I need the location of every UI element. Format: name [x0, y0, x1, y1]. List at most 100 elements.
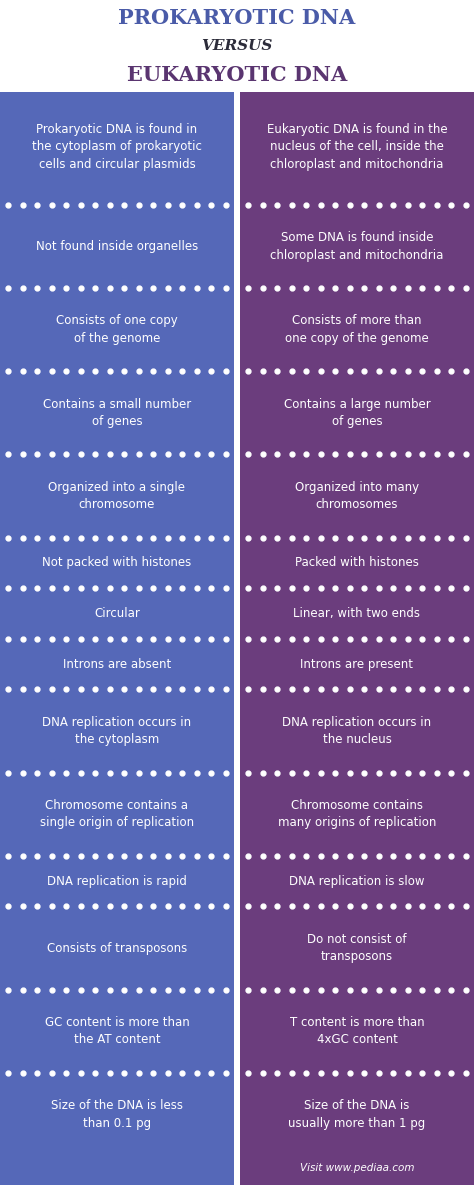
FancyBboxPatch shape — [240, 782, 474, 847]
FancyBboxPatch shape — [240, 579, 474, 597]
FancyBboxPatch shape — [0, 847, 234, 865]
FancyBboxPatch shape — [240, 529, 474, 546]
FancyBboxPatch shape — [0, 897, 234, 915]
Text: Size of the DNA is
usually more than 1 pg: Size of the DNA is usually more than 1 p… — [288, 1100, 426, 1129]
FancyBboxPatch shape — [0, 1147, 234, 1185]
FancyBboxPatch shape — [240, 278, 474, 297]
FancyBboxPatch shape — [240, 897, 474, 915]
FancyBboxPatch shape — [240, 999, 474, 1064]
Text: T content is more than
4xGC content: T content is more than 4xGC content — [290, 1016, 424, 1046]
Text: Eukaryotic DNA is found in the
nucleus of the cell, inside the
chloroplast and m: Eukaryotic DNA is found in the nucleus o… — [267, 123, 447, 171]
FancyBboxPatch shape — [0, 999, 234, 1064]
FancyBboxPatch shape — [240, 98, 474, 196]
Text: DNA replication is rapid: DNA replication is rapid — [47, 875, 187, 888]
FancyBboxPatch shape — [0, 698, 234, 763]
FancyBboxPatch shape — [0, 981, 234, 999]
FancyBboxPatch shape — [240, 92, 474, 98]
FancyBboxPatch shape — [240, 763, 474, 782]
FancyBboxPatch shape — [234, 763, 240, 782]
FancyBboxPatch shape — [234, 1147, 240, 1185]
FancyBboxPatch shape — [240, 1064, 474, 1082]
Text: PROKARYOTIC DNA: PROKARYOTIC DNA — [118, 8, 356, 28]
FancyBboxPatch shape — [234, 897, 240, 915]
FancyBboxPatch shape — [234, 579, 240, 597]
Text: Chromosome contains a
single origin of replication: Chromosome contains a single origin of r… — [40, 799, 194, 830]
FancyBboxPatch shape — [0, 463, 234, 529]
Text: Introns are present: Introns are present — [301, 658, 413, 671]
FancyBboxPatch shape — [240, 1147, 474, 1185]
FancyBboxPatch shape — [234, 1082, 240, 1147]
FancyBboxPatch shape — [0, 546, 234, 579]
FancyBboxPatch shape — [240, 865, 474, 897]
Text: Organized into many
chromosomes: Organized into many chromosomes — [295, 481, 419, 511]
FancyBboxPatch shape — [240, 446, 474, 463]
FancyBboxPatch shape — [0, 782, 234, 847]
FancyBboxPatch shape — [234, 680, 240, 698]
FancyBboxPatch shape — [0, 629, 234, 648]
FancyBboxPatch shape — [234, 782, 240, 847]
Text: DNA replication occurs in
the cytoplasm: DNA replication occurs in the cytoplasm — [43, 716, 191, 747]
FancyBboxPatch shape — [234, 213, 240, 278]
FancyBboxPatch shape — [0, 363, 234, 380]
FancyBboxPatch shape — [234, 446, 240, 463]
FancyBboxPatch shape — [0, 648, 234, 680]
FancyBboxPatch shape — [234, 92, 240, 98]
Text: Visit www.pediaa.com: Visit www.pediaa.com — [300, 1162, 414, 1173]
FancyBboxPatch shape — [234, 981, 240, 999]
FancyBboxPatch shape — [234, 380, 240, 446]
FancyBboxPatch shape — [240, 915, 474, 981]
Text: DNA replication is slow: DNA replication is slow — [289, 875, 425, 888]
Text: GC content is more than
the AT content: GC content is more than the AT content — [45, 1016, 190, 1046]
FancyBboxPatch shape — [240, 297, 474, 363]
Text: Organized into a single
chromosome: Organized into a single chromosome — [48, 481, 185, 511]
FancyBboxPatch shape — [234, 698, 240, 763]
FancyBboxPatch shape — [234, 597, 240, 629]
FancyBboxPatch shape — [240, 847, 474, 865]
FancyBboxPatch shape — [240, 196, 474, 213]
Text: Some DNA is found inside
chloroplast and mitochondria: Some DNA is found inside chloroplast and… — [270, 231, 444, 262]
FancyBboxPatch shape — [234, 999, 240, 1064]
FancyBboxPatch shape — [0, 213, 234, 278]
FancyBboxPatch shape — [0, 297, 234, 363]
FancyBboxPatch shape — [0, 763, 234, 782]
Text: EUKARYOTIC DNA: EUKARYOTIC DNA — [127, 65, 347, 85]
FancyBboxPatch shape — [0, 278, 234, 297]
FancyBboxPatch shape — [240, 648, 474, 680]
Text: VERSUS: VERSUS — [201, 39, 273, 53]
FancyBboxPatch shape — [0, 1064, 234, 1082]
FancyBboxPatch shape — [0, 865, 234, 897]
FancyBboxPatch shape — [234, 546, 240, 579]
FancyBboxPatch shape — [240, 698, 474, 763]
FancyBboxPatch shape — [0, 446, 234, 463]
FancyBboxPatch shape — [234, 278, 240, 297]
Text: Circular: Circular — [94, 607, 140, 620]
FancyBboxPatch shape — [240, 597, 474, 629]
FancyBboxPatch shape — [234, 463, 240, 529]
FancyBboxPatch shape — [234, 98, 240, 196]
FancyBboxPatch shape — [0, 0, 474, 92]
FancyBboxPatch shape — [0, 380, 234, 446]
FancyBboxPatch shape — [234, 297, 240, 363]
FancyBboxPatch shape — [234, 648, 240, 680]
Text: Consists of more than
one copy of the genome: Consists of more than one copy of the ge… — [285, 314, 429, 345]
Text: Consists of transposons: Consists of transposons — [47, 942, 187, 954]
FancyBboxPatch shape — [240, 546, 474, 579]
FancyBboxPatch shape — [0, 680, 234, 698]
FancyBboxPatch shape — [240, 213, 474, 278]
FancyBboxPatch shape — [0, 196, 234, 213]
FancyBboxPatch shape — [234, 847, 240, 865]
Text: DNA replication occurs in
the nucleus: DNA replication occurs in the nucleus — [283, 716, 431, 747]
Text: Contains a small number
of genes: Contains a small number of genes — [43, 397, 191, 428]
FancyBboxPatch shape — [0, 92, 234, 98]
Text: Contains a large number
of genes: Contains a large number of genes — [283, 397, 430, 428]
FancyBboxPatch shape — [234, 196, 240, 213]
FancyBboxPatch shape — [234, 629, 240, 648]
FancyBboxPatch shape — [234, 363, 240, 380]
Text: Packed with histones: Packed with histones — [295, 557, 419, 570]
FancyBboxPatch shape — [240, 981, 474, 999]
Text: Introns are absent: Introns are absent — [63, 658, 171, 671]
Text: Linear, with two ends: Linear, with two ends — [293, 607, 420, 620]
FancyBboxPatch shape — [234, 915, 240, 981]
FancyBboxPatch shape — [234, 1064, 240, 1082]
FancyBboxPatch shape — [0, 597, 234, 629]
